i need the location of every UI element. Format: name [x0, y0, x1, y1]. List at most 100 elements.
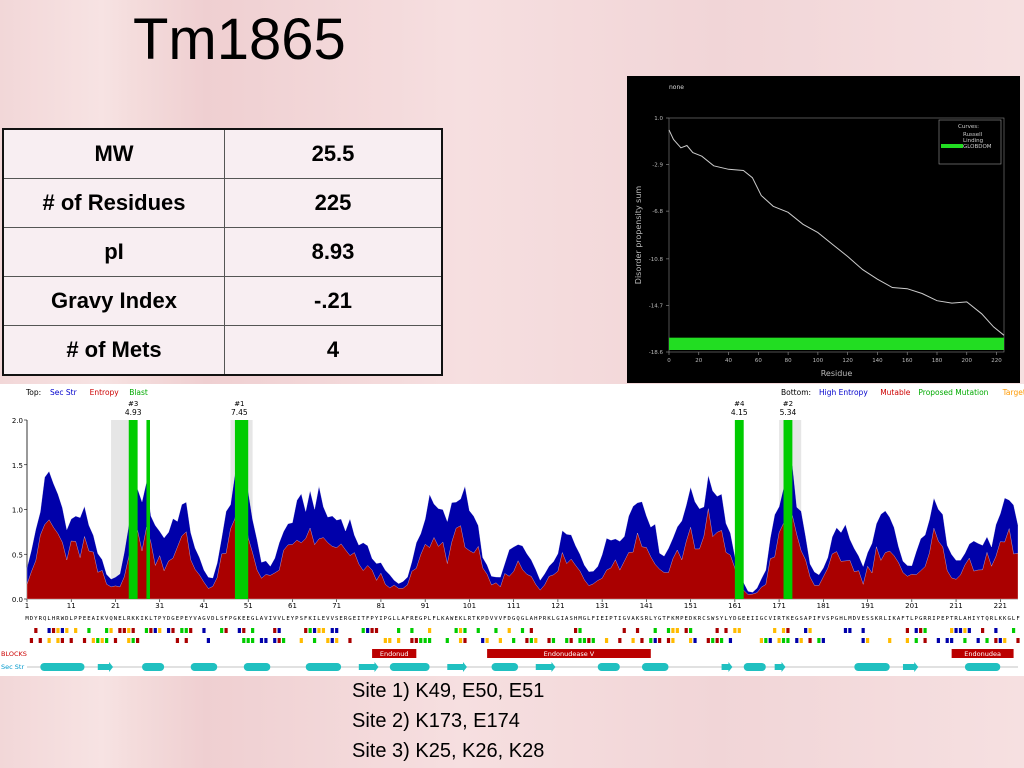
mutation-marker	[335, 628, 339, 633]
bottom-legend-label: Bottom:	[781, 388, 811, 397]
mutation-marker	[737, 628, 741, 633]
residue-letter: P	[158, 616, 162, 622]
residue-letter: L	[317, 616, 321, 622]
property-value: -.21	[224, 276, 443, 326]
residue-letter: R	[954, 616, 958, 622]
residue-letter: R	[928, 616, 932, 622]
bottom-legend-item: High Entropy	[819, 388, 868, 397]
x-tick-label: 40	[725, 358, 732, 364]
residue-letter: A	[530, 616, 534, 622]
residue-letter: G	[1007, 616, 1011, 622]
residue-letter: A	[804, 616, 808, 622]
residue-letter: K	[131, 616, 135, 622]
residue-letter: P	[229, 616, 233, 622]
mutation-marker	[799, 638, 803, 643]
residue-letter: P	[539, 616, 543, 622]
y-tick-label: 2.0	[12, 417, 23, 425]
residue-letter: G	[251, 616, 255, 622]
x-tick-label: 180	[932, 358, 943, 364]
residue-letter: V	[499, 616, 503, 622]
mutation-marker	[202, 628, 206, 633]
residue-letter: E	[600, 616, 604, 622]
residue-letter: L	[397, 616, 401, 622]
mutation-marker	[56, 638, 60, 643]
mutation-marker	[587, 638, 591, 643]
legend-item: Russell	[963, 132, 983, 138]
residue-letter: H	[839, 616, 842, 622]
mutation-marker	[573, 628, 578, 633]
mutation-marker	[936, 638, 940, 643]
residue-letter: I	[313, 616, 316, 622]
residue-letter: E	[861, 616, 865, 622]
plot-heading: none	[669, 84, 684, 91]
mutation-marker	[220, 628, 224, 633]
mutation-marker	[383, 638, 387, 643]
residue-letter: A	[446, 616, 450, 622]
legend-title: Curves:	[958, 124, 979, 130]
mutation-marker	[370, 628, 374, 633]
residue-letter: L	[959, 616, 963, 622]
residue-letter: C	[764, 616, 767, 622]
mutation-marker	[410, 638, 414, 643]
mutation-marker	[582, 638, 587, 643]
mutation-marker	[768, 638, 772, 643]
mutation-marker	[251, 628, 255, 633]
residue-letter: V	[857, 616, 861, 622]
mutation-marker	[47, 628, 51, 633]
residue-letter: L	[844, 616, 848, 622]
residue-letter: P	[831, 616, 835, 622]
residue-letter: S	[715, 616, 718, 622]
mutation-marker	[675, 628, 679, 633]
mutation-marker	[967, 628, 971, 633]
mutation-marker	[277, 628, 281, 633]
mutation-marker	[578, 628, 582, 633]
x-tick-label: 51	[244, 602, 253, 610]
mutation-marker	[653, 628, 657, 633]
residue-letter: T	[981, 616, 985, 622]
mutation-marker	[397, 638, 401, 643]
mutation-marker	[335, 638, 339, 643]
x-tick-label: 111	[507, 602, 520, 610]
y-tick-label: 1.0	[12, 507, 23, 515]
residue-letter: E	[176, 616, 180, 622]
mutation-marker	[719, 638, 724, 643]
site-rank: #1	[234, 400, 244, 408]
mutation-marker	[481, 638, 485, 643]
x-tick-label: 200	[962, 358, 973, 364]
mutation-marker	[976, 638, 980, 643]
residue-letter: E	[118, 616, 122, 622]
table-row: pI 8.93	[2, 227, 443, 277]
residue-letter: D	[853, 616, 857, 622]
residue-letter: Y	[976, 616, 980, 622]
x-tick-label: 141	[640, 602, 653, 610]
mutation-marker	[994, 628, 998, 633]
residue-letter: L	[428, 616, 432, 622]
residue-letter: V	[277, 616, 281, 622]
mutation-marker	[494, 628, 498, 633]
residue-letter: P	[609, 616, 613, 622]
mutation-marker	[427, 638, 432, 643]
residue-letter: L	[393, 616, 397, 622]
residue-letter: D	[211, 616, 215, 622]
y-tick-label: 0.0	[12, 596, 23, 604]
x-tick-label: 80	[785, 358, 792, 364]
residue-letter: Y	[34, 616, 38, 622]
x-tick-label: 221	[994, 602, 1007, 610]
y-axis-label: Disorder propensity sum	[634, 186, 643, 285]
residue-letter: G	[623, 616, 627, 622]
top-legend-label: Top:	[25, 388, 41, 397]
mutation-marker	[954, 628, 958, 633]
residue-letter: K	[459, 616, 463, 622]
residue-letter: W	[61, 616, 65, 622]
residue-letter: P	[481, 616, 485, 622]
residue-letter: F	[817, 616, 821, 622]
helix-bar	[491, 663, 519, 671]
y-tick-label: -10.8	[649, 257, 664, 263]
x-tick-label: 60	[755, 358, 762, 364]
mutation-marker	[69, 638, 73, 643]
y-tick-label: -6.8	[652, 209, 663, 215]
x-tick-label: 151	[684, 602, 697, 610]
mutation-marker	[888, 638, 892, 643]
x-tick-label: 211	[949, 602, 962, 610]
